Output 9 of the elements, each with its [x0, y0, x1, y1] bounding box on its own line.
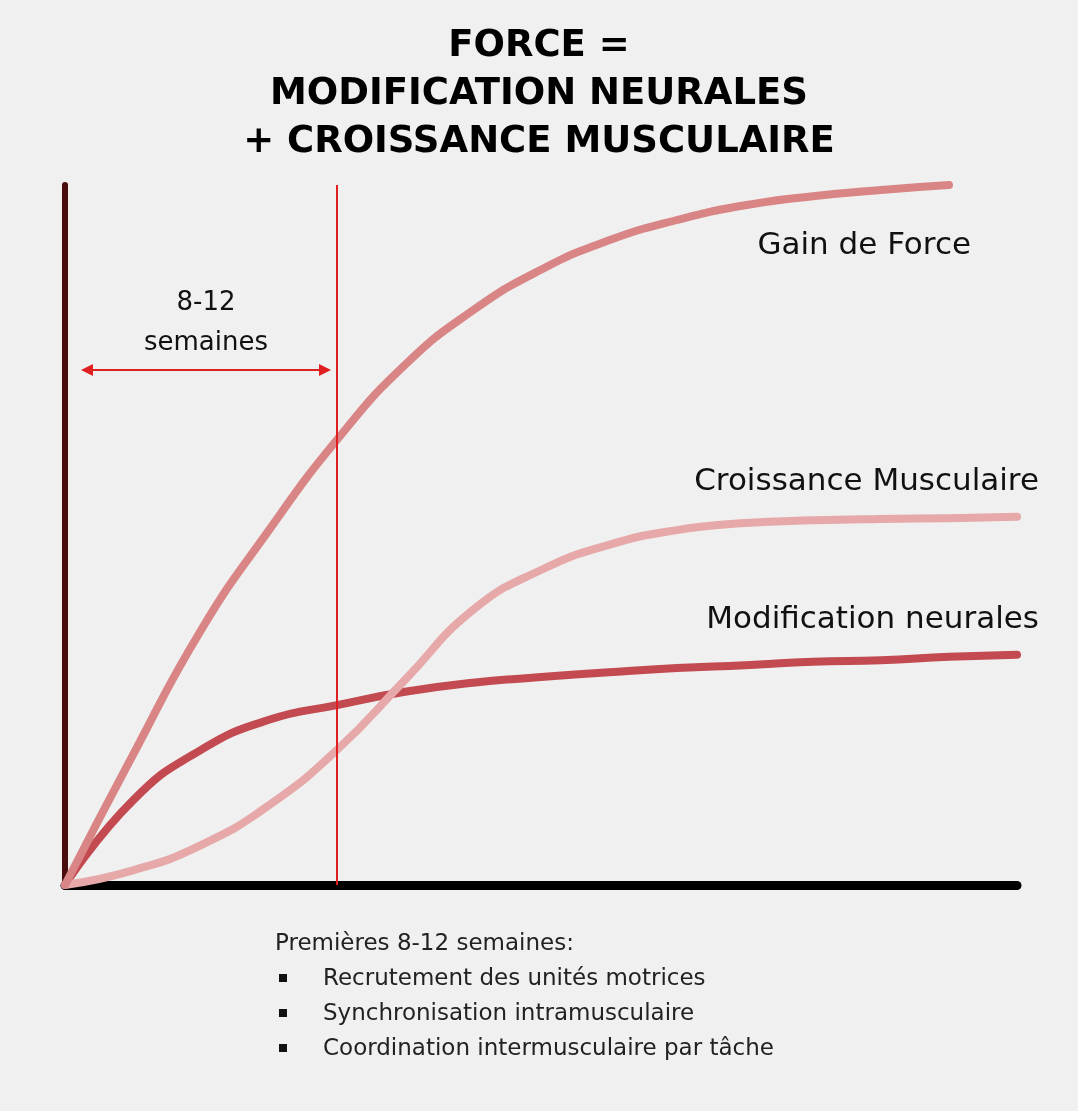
text: Coordination intermusculaire par tâche [322, 1033, 774, 1062]
text: Recrutement des unités motrices [322, 963, 707, 992]
series-label: Gain de Force [757, 224, 971, 261]
series-label: Modification neurales [706, 599, 1039, 636]
annotation: 8-12 semaines [143, 286, 269, 356]
chart-title: FORCE = MODIFICATION NEURALES + CROISSANCE MUSCULAIRE [243, 21, 835, 161]
text: Synchronisation intramusculaire [322, 998, 696, 1027]
series-label: Croissance Musculaire [694, 461, 1039, 498]
text: Premières 8-12 semaines: [275, 928, 575, 957]
